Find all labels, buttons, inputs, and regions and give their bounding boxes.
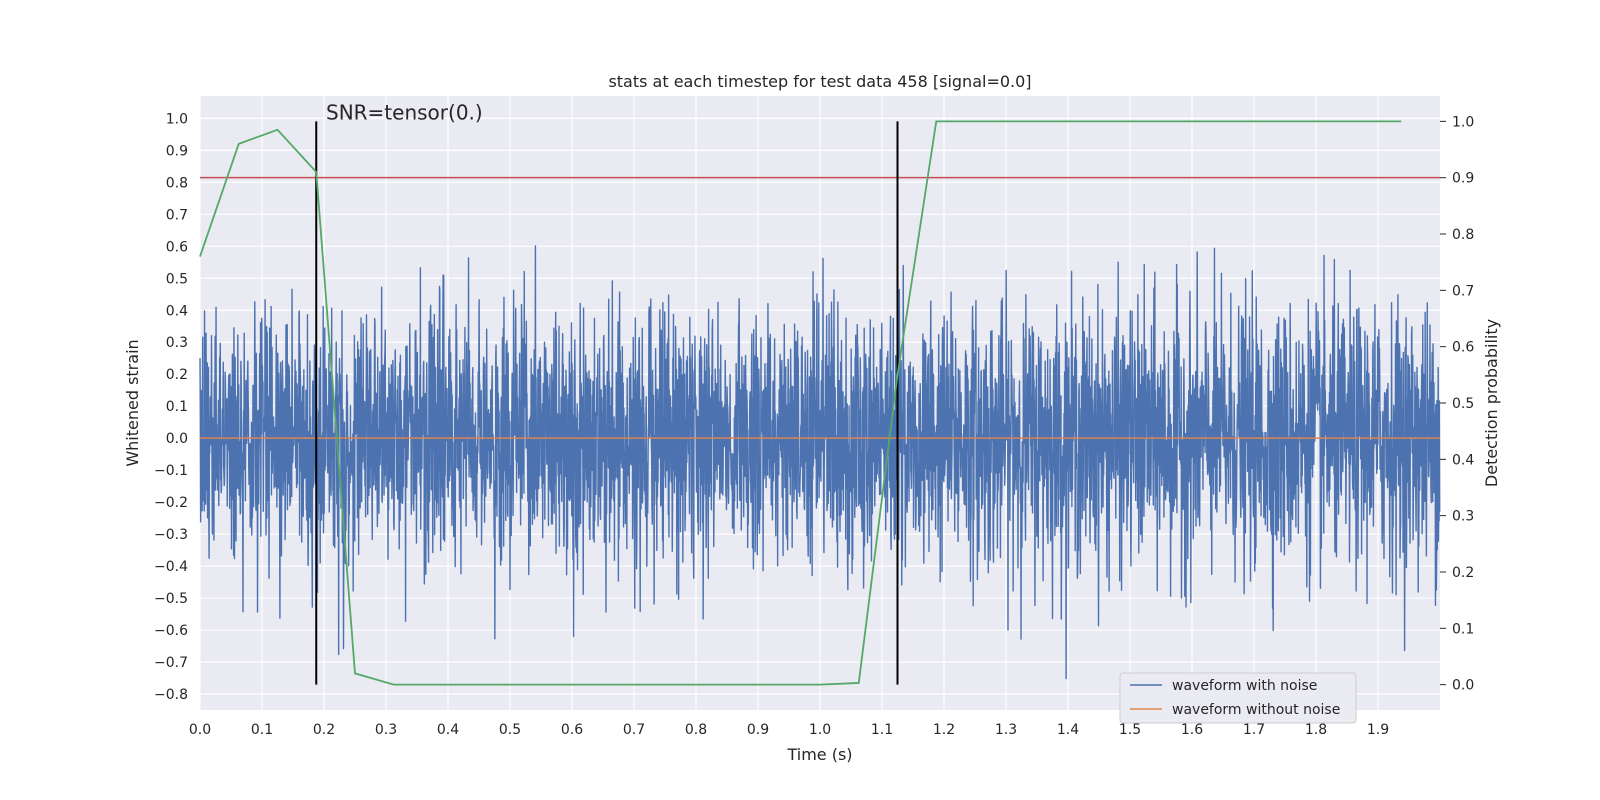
y2-tick-label: 1.0 [1452, 114, 1474, 130]
y-tick-label: 0.0 [166, 431, 188, 447]
y-tick-label: −0.1 [154, 463, 188, 479]
y-tick-label: 0.5 [166, 271, 188, 287]
y-tick-label: 0.6 [166, 239, 188, 255]
y-axis-ticks: 1.0 0.9 0.8 0.7 0.6 0.5 0.4 0.3 0.2 0.1 0.0 −0.1 −0.… [154, 111, 188, 703]
y-tick-label: −0.5 [154, 591, 188, 607]
x-tick-label: 0.7 [623, 722, 645, 738]
y2-tick-label: 0.6 [1452, 340, 1474, 356]
y2-tick-label: 0.5 [1452, 396, 1474, 412]
x-tick-label: 1.1 [871, 722, 893, 738]
x-tick-label: 0.2 [313, 722, 335, 738]
y-tick-label: −0.8 [154, 687, 188, 703]
y2-tick-label: 0.4 [1452, 452, 1474, 468]
x-tick-label: 0.6 [561, 722, 583, 738]
y2-axis-label: Detection probability [1482, 319, 1501, 487]
waveform-with-noise-series [199, 245, 1441, 680]
legend: waveform with noise waveform without noi… [1119, 672, 1357, 724]
y-tick-label: −0.2 [154, 495, 188, 511]
y-tick-label: 0.8 [166, 175, 188, 191]
snr-annotation: SNR=tensor(0.) [326, 100, 483, 124]
y2-tick-label: 0.1 [1452, 621, 1474, 637]
detection-probability-series [199, 120, 1402, 686]
legend-label-clean: waveform without noise [1172, 702, 1340, 718]
y-tick-label: −0.6 [154, 623, 188, 639]
x-tick-label: 1.8 [1305, 722, 1327, 738]
y-tick-label: 0.4 [166, 303, 188, 319]
detection-vlines [315, 121, 899, 685]
x-axis-ticks: 0.0 0.1 0.2 0.3 0.4 0.5 0.6 0.7 0.8 0.9 1.0 1.1 1.2 1… [189, 722, 1389, 738]
y-tick-label: 0.3 [166, 335, 188, 351]
y-tick-label: 0.1 [166, 399, 188, 415]
y-tick-label: 1.0 [166, 111, 188, 127]
x-tick-label: 1.6 [1181, 722, 1203, 738]
x-tick-label: 0.9 [747, 722, 769, 738]
x-tick-label: 0.3 [375, 722, 397, 738]
chart-title: stats at each timestep for test data 458… [608, 72, 1031, 91]
x-tick-label: 1.4 [1057, 722, 1079, 738]
x-tick-label: 0.0 [189, 722, 211, 738]
y2-tick-label: 0.2 [1452, 565, 1474, 581]
x-tick-label: 1.0 [809, 722, 831, 738]
x-tick-label: 0.5 [499, 722, 521, 738]
y-tick-label: −0.7 [154, 655, 188, 671]
y-axis-label: Whitened strain [123, 339, 142, 466]
probability-line [199, 120, 1402, 686]
y2-tick-label: 0.0 [1452, 678, 1474, 694]
legend-label-noise: waveform with noise [1172, 678, 1317, 694]
x-tick-label: 1.9 [1367, 722, 1389, 738]
x-tick-label: 0.4 [437, 722, 459, 738]
legend-box [1119, 672, 1357, 724]
y-tick-label: −0.4 [154, 559, 188, 575]
x-tick-label: 0.1 [251, 722, 273, 738]
y-tick-label: 0.2 [166, 367, 188, 383]
y-tick-label: −0.3 [154, 527, 188, 543]
y2-tick-label: 0.7 [1452, 283, 1474, 299]
y-tick-label: 0.9 [166, 143, 188, 159]
x-tick-label: 1.5 [1119, 722, 1141, 738]
y2-tick-label: 0.8 [1452, 227, 1474, 243]
x-tick-label: 1.3 [995, 722, 1017, 738]
y2-axis-ticks: 1.0 0.9 0.8 0.7 0.6 0.5 0.4 0.3 0.2 0.1 0.0 [1440, 114, 1474, 694]
noise-line [199, 245, 1441, 680]
x-tick-label: 1.2 [933, 722, 955, 738]
y2-tick-label: 0.9 [1452, 171, 1474, 187]
x-tick-label: 1.7 [1243, 722, 1265, 738]
y2-tick-label: 0.3 [1452, 509, 1474, 525]
x-axis-label: Time (s) [786, 745, 852, 764]
x-tick-label: 0.8 [685, 722, 707, 738]
y-tick-label: 0.7 [166, 207, 188, 223]
